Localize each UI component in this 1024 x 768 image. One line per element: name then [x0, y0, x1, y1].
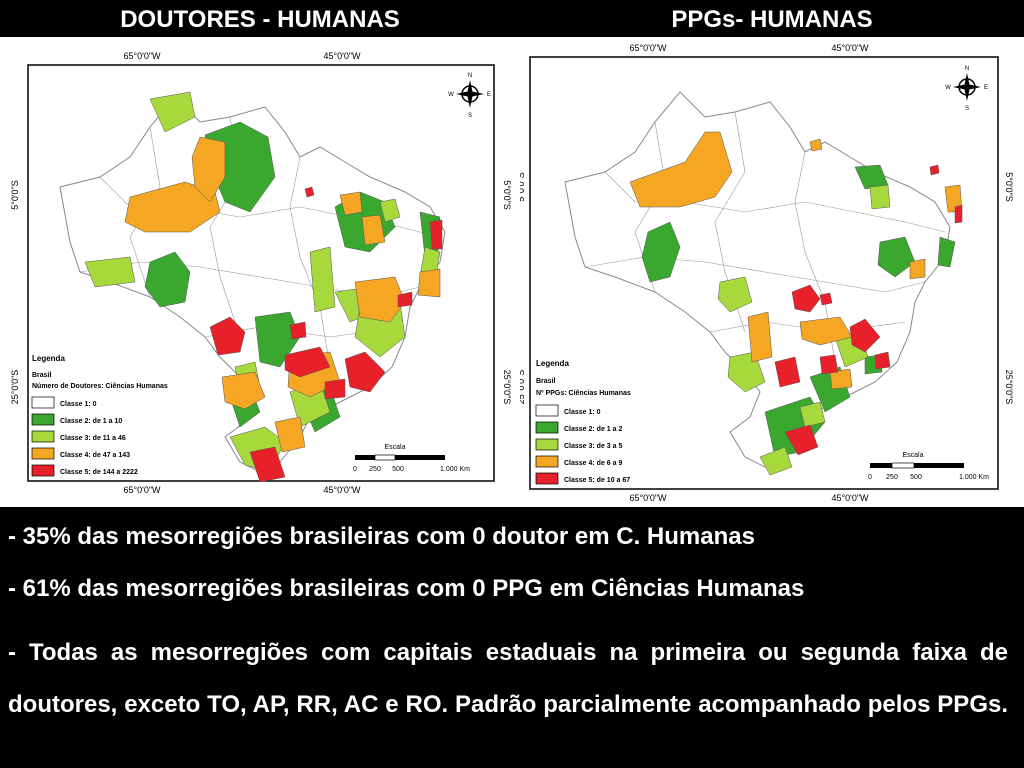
note-doctors-zero: - 35% das mesorregiões brasileiras com 0… — [8, 523, 755, 550]
legend-label-class4: Classe 4: de 6 a 9 — [564, 460, 622, 467]
lat-label-right-1: 5°0'0"S — [1004, 172, 1014, 202]
lat-label-right-2: 25°0'0"S — [502, 370, 512, 405]
scale-tick-0: 0 — [353, 466, 357, 473]
lon-label-top-1: 65°0'0"W — [123, 51, 161, 61]
scale-tick-1000: 1.000 Km — [440, 466, 470, 473]
legend-heading: Legenda — [536, 359, 569, 368]
svg-text:N: N — [468, 73, 472, 79]
legend-swatch-class1 — [535, 404, 559, 417]
legend-label-class1: Classe 1: 0 — [60, 401, 97, 408]
ppgs-map: 65°0'0"W 45°0'0"W 65°0'0"W 45°0'0"W 5°0'… — [516, 43, 1014, 503]
left-map-title: DOUTORES - HUMANAS — [120, 6, 400, 33]
scale-tick-250: 250 — [369, 466, 381, 473]
ppgs-map-panel: 65°0'0"W 45°0'0"W 65°0'0"W 45°0'0"W 5°0'… — [516, 37, 1024, 507]
legend-swatch-class4 — [31, 447, 55, 460]
svg-text:W: W — [945, 85, 951, 91]
legend-swatch-class1 — [31, 396, 55, 409]
lat-label-left-2: 25°0'0"S — [10, 370, 20, 405]
legend-swatch-class5 — [31, 464, 55, 477]
legend-label-class3: Classe 3: de 11 a 46 — [60, 435, 126, 442]
class3-regions — [717, 184, 891, 476]
doctors-scale-bar: Escala 0 250 500 1.000 Km — [353, 444, 470, 473]
lon-label-top-2: 45°0'0"W — [831, 43, 869, 53]
lat-label-right-1: 5°0'0"S — [502, 180, 512, 210]
scale-label: Escala — [902, 452, 923, 459]
lon-label-bottom-1: 65°0'0"W — [629, 493, 667, 503]
ppgs-legend: Legenda Brasil Nº PPGs: Ciências Humanas… — [535, 359, 631, 485]
svg-text:S: S — [468, 113, 472, 119]
legend-label-class2: Classe 2: de 1 a 2 — [564, 426, 622, 433]
legend-swatch-class5 — [535, 472, 559, 485]
legend-label-class3: Classe 3: de 3 a 5 — [564, 443, 622, 450]
legend-label-class1: Classe 1: 0 — [564, 409, 601, 416]
scale-tick-1000: 1.000 Km — [959, 474, 989, 481]
scale-tick-500: 500 — [392, 466, 404, 473]
class3-regions — [84, 91, 441, 473]
scale-tick-0: 0 — [868, 474, 872, 481]
svg-text:E: E — [984, 85, 988, 91]
lon-label-bottom-2: 45°0'0"W — [831, 493, 869, 503]
lon-label-bottom-2: 45°0'0"W — [323, 485, 361, 495]
legend-label-class5: Classe 5: de 144 a 2222 — [60, 469, 138, 476]
lat-label-left-1: 5°0'0"S — [10, 180, 20, 210]
legend-swatch-class2 — [535, 421, 559, 434]
legend-swatch-class3 — [31, 430, 55, 443]
scale-tick-500: 500 — [910, 474, 922, 481]
scale-tick-250: 250 — [886, 474, 898, 481]
class5-regions — [209, 186, 443, 483]
svg-text:S: S — [965, 106, 969, 112]
legend-title: Nº PPGs: Ciências Humanas — [536, 390, 631, 397]
legend-country: Brasil — [536, 378, 556, 385]
legend-title: Número de Doutores: Ciências Humanas — [32, 383, 168, 390]
legend-heading: Legenda — [32, 354, 65, 363]
ppgs-scale-bar: Escala 0 250 500 1.000 Km — [868, 452, 989, 481]
svg-text:W: W — [448, 92, 454, 98]
legend-swatch-class2 — [31, 413, 55, 426]
note-capitals: - Todas as mesorregiões com capitais est… — [8, 639, 1008, 718]
lon-label-top-2: 45°0'0"W — [323, 51, 361, 61]
lon-label-bottom-1: 65°0'0"W — [123, 485, 161, 495]
lat-label-right-2: 25°0'0"S — [1004, 370, 1014, 405]
class4-regions — [629, 131, 963, 390]
right-map-title: PPGs- HUMANAS — [671, 6, 873, 33]
legend-country: Brasil — [32, 372, 52, 379]
legend-swatch-class3 — [535, 438, 559, 451]
svg-text:N: N — [965, 66, 969, 72]
legend-label-class2: Classe 2: de 1 a 10 — [60, 418, 122, 425]
legend-swatch-class4 — [535, 455, 559, 468]
svg-text:E: E — [487, 92, 491, 98]
lat-label-left-2: 25°0'0"S — [520, 370, 526, 405]
lat-label-left-1: 5°0'0"S — [520, 172, 526, 202]
legend-label-class5: Classe 5: de 10 a 67 — [564, 477, 630, 484]
compass-rose-icon: N S E W — [448, 73, 491, 119]
lon-label-top-1: 65°0'0"W — [629, 43, 667, 53]
doctors-legend: Legenda Brasil Número de Doutores: Ciênc… — [31, 354, 168, 477]
legend-label-class4: Classe 4: de 47 a 143 — [60, 452, 130, 459]
notes-area: - 35% das mesorregiões brasileiras com 0… — [0, 509, 1024, 768]
note-ppgs-zero: - 61% das mesorregiões brasileiras com 0… — [8, 575, 805, 602]
class5-regions — [774, 164, 963, 456]
class4-regions — [124, 136, 441, 453]
doctors-map-panel: 65°0'0"W 45°0'0"W 65°0'0"W 45°0'0"W 5°0'… — [0, 37, 520, 507]
scale-label: Escala — [384, 444, 405, 451]
doctors-map: 65°0'0"W 45°0'0"W 65°0'0"W 45°0'0"W 5°0'… — [10, 51, 512, 495]
compass-rose-icon: N S E W — [945, 66, 988, 112]
